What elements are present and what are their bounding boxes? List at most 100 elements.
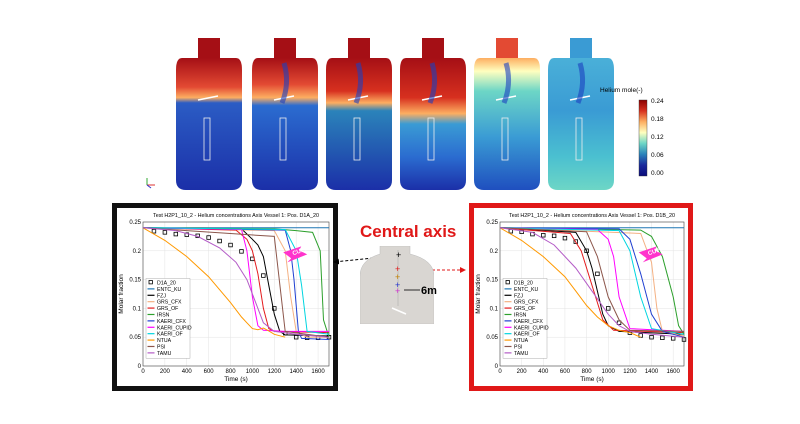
- legend-entry: KAERI_OF: [157, 332, 183, 338]
- plot-frame: [142, 221, 330, 367]
- series-line: [142, 227, 330, 335]
- legend-entry: IRSN: [514, 312, 527, 318]
- data-point: [217, 238, 222, 244]
- data-point: [184, 232, 189, 237]
- data-point: [584, 248, 589, 253]
- series-line: [499, 227, 685, 332]
- y-tick-label: 0.1: [490, 306, 499, 312]
- y-tick-label: 0.2: [133, 249, 142, 255]
- x-tick-label: 1200: [623, 369, 637, 375]
- series-line: [499, 227, 685, 335]
- x-axis-label: Time (s): [224, 376, 248, 383]
- chart-title: Test H2P1_10_2 - Helium concentrations A…: [153, 213, 319, 219]
- data-point: [541, 233, 546, 238]
- legend-entry: GRS_CFX: [514, 300, 539, 306]
- series-line: [142, 227, 330, 338]
- legend-entry: GRS_OF: [514, 306, 535, 312]
- legend-entry: D1A_20: [157, 280, 176, 286]
- sensor-marker-red: +: [395, 264, 400, 274]
- legend-entry: FZJ: [157, 293, 166, 299]
- sensor-marker-orange: +: [395, 272, 400, 282]
- data-point: [272, 306, 277, 311]
- legend-entry: GRS_CFX: [157, 300, 182, 306]
- x-tick-label: 1400: [289, 369, 303, 375]
- y-tick-label: 0.25: [486, 220, 498, 226]
- colorbar-title: Helium mole(-): [600, 87, 643, 94]
- vessel-snapshot: [252, 38, 318, 190]
- data-point: [649, 335, 654, 340]
- legend-swatch: [148, 280, 153, 285]
- colorbar: [638, 99, 648, 177]
- colorbar-tick: 0.00: [651, 170, 664, 177]
- legend-entry: TAMU: [514, 351, 529, 357]
- data-point: [660, 335, 665, 340]
- x-tick-label: 0: [141, 369, 145, 375]
- data-point: [151, 229, 157, 234]
- legend-box: [145, 278, 191, 359]
- vessel-snapshot: [400, 38, 466, 190]
- series-line: [499, 227, 685, 335]
- series-line: [142, 227, 329, 338]
- x-tick-label: 600: [560, 369, 571, 375]
- series-line: [499, 227, 685, 332]
- legend-entry: PSI: [157, 344, 165, 350]
- x-tick-label: 200: [160, 369, 171, 375]
- vessel-snapshot: [548, 38, 614, 190]
- y-tick-label: 0: [138, 364, 142, 370]
- y-tick-label: 0.15: [129, 278, 141, 284]
- data-point: [551, 233, 557, 239]
- legend-entry: KAERI_CUPID: [157, 325, 192, 331]
- chart-d1b: Test H2P1_10_2 - Helium concentrations A…: [475, 213, 687, 383]
- colorbar-tick: 0.12: [651, 134, 664, 141]
- series-line: [142, 227, 330, 338]
- y-axis-label: Molar fraction: [475, 274, 482, 314]
- series-line: [499, 227, 641, 338]
- data-point: [206, 235, 211, 240]
- distance-label: 6m: [421, 285, 437, 297]
- data-point: [304, 335, 310, 340]
- y-tick-label: 0: [495, 364, 499, 370]
- data-point: [595, 271, 600, 277]
- legend-box: [502, 278, 548, 359]
- x-tick-label: 1000: [602, 369, 616, 375]
- x-axis-label: Time (s): [580, 376, 604, 383]
- data-point: [228, 242, 233, 248]
- chart-panel-d1a: Test H2P1_10_2 - Helium concentrations A…: [112, 203, 338, 391]
- data-point: [261, 273, 266, 278]
- chart-d1a: Test H2P1_10_2 - Helium concentrations A…: [118, 213, 332, 383]
- x-tick-label: 800: [226, 369, 237, 375]
- chart-panel-d1b: Test H2P1_10_2 - Helium concentrations A…: [469, 203, 693, 391]
- vessel-central-axis-inset: + + + + +: [360, 246, 434, 324]
- legend-entry: IRSN: [157, 312, 170, 318]
- chart-title: Test H2P1_10_2 - Helium concentrations A…: [509, 213, 675, 219]
- legend-entry: KAERI_CUPID: [514, 325, 549, 331]
- y-axis-label: Molar fraction: [118, 274, 125, 314]
- y-tick-label: 0.05: [129, 335, 141, 341]
- vessel-simulation-snapshots: [146, 38, 648, 190]
- y-tick-label: 0.1: [133, 306, 142, 312]
- x-tick-label: 0: [498, 369, 502, 375]
- series-line: [142, 227, 330, 337]
- legend-entry: ENTC_KU: [514, 287, 538, 293]
- legend-entry: ENTC_KU: [157, 287, 181, 293]
- legend-entry: KAERI_OF: [514, 332, 540, 338]
- legend-entry: KAERI_CFX: [157, 319, 186, 325]
- x-tick-label: 1600: [666, 369, 680, 375]
- series-line: [142, 227, 286, 338]
- axis-triad-icon: [146, 178, 155, 189]
- legend-entry: NTUA: [514, 338, 529, 344]
- data-point: [573, 239, 578, 244]
- legend-entry: NTUA: [157, 338, 172, 344]
- sensor-marker-magenta: +: [395, 286, 400, 296]
- x-tick-label: 800: [582, 369, 593, 375]
- x-tick-label: 400: [182, 369, 193, 375]
- legend-swatch: [505, 280, 510, 285]
- vessel-snapshot: [176, 38, 242, 190]
- vessel-snapshot: [326, 38, 392, 190]
- legend-entry: FZJ: [514, 293, 523, 299]
- colorbar-tick: 0.06: [651, 152, 664, 159]
- y-tick-label: 0.25: [129, 220, 141, 226]
- x-tick-label: 1000: [246, 369, 260, 375]
- data-point: [173, 231, 179, 237]
- data-point: [562, 235, 568, 241]
